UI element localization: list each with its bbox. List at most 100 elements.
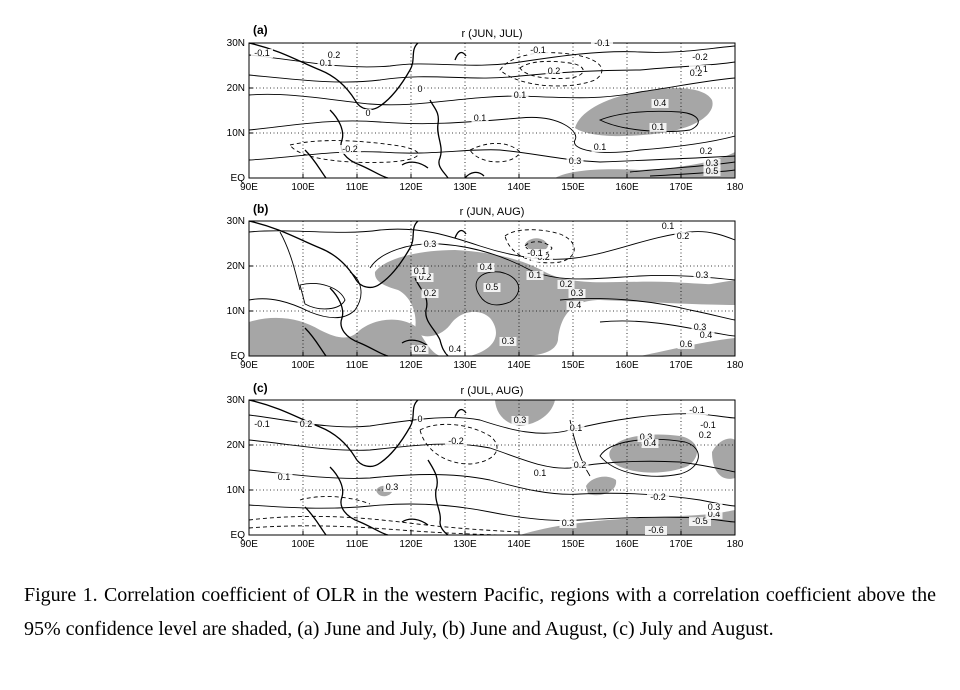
contour-label: 0.4 [654, 98, 667, 108]
contour-label: 0.3 [569, 156, 582, 166]
contour-labels: 0.30.20.40.50.10.2-0.2-0.10.20.10.30.40.… [411, 221, 715, 354]
contour-label-bg [687, 69, 705, 78]
y-tick-label: 30N [227, 395, 245, 406]
contour-label: -0.6 [648, 525, 664, 535]
x-tick-label: 140E [507, 182, 531, 193]
contour-label: -0.1 [594, 38, 610, 48]
contour-label: 0.4 [708, 509, 721, 519]
contour-label: 0.3 [424, 239, 437, 249]
contour-label: 0.2 [700, 146, 713, 156]
plot-frame [248, 220, 736, 357]
panel-b: 90E 100E 110E 120E 130E 140E 150E 160E 170E 180 E… [227, 202, 744, 371]
contour-label-bg [421, 289, 439, 298]
significance-shading [376, 400, 735, 535]
contour-label: 0.4 [644, 438, 657, 448]
contour-label: 0.2 [414, 344, 427, 354]
x-tick-label: 180 [727, 539, 744, 550]
x-tick-label: 130E [453, 360, 477, 371]
contour-label: 0.1 [570, 423, 583, 433]
shaded-region [555, 152, 735, 178]
x-tick-label: 160E [615, 539, 639, 550]
contour-label: 0.1 [474, 113, 487, 123]
contour-label-bg [364, 109, 372, 118]
contour-label: 0.5 [706, 166, 719, 176]
contour-label-bg [524, 249, 546, 258]
contour-label-bg [483, 283, 501, 292]
contour-label: 0.3 [502, 336, 515, 346]
panel-label: (b) [253, 202, 268, 216]
contour-label-bg [651, 99, 669, 108]
x-tick-label: 170E [669, 539, 693, 550]
contour-label: 0.4 [449, 344, 462, 354]
contour-label: 0.2 [424, 288, 437, 298]
contour-label-bg [637, 433, 655, 442]
contour-label-bg [545, 67, 563, 76]
y-tick-label: 30N [227, 216, 245, 227]
shaded-region [495, 400, 555, 426]
contour-label-bg [339, 145, 361, 154]
contour-label-bg [689, 517, 711, 526]
plot-frame [248, 399, 736, 536]
coastline [248, 399, 467, 536]
contour-label: -0.5 [692, 516, 708, 526]
contour-label: 0.3 [706, 158, 719, 168]
contour-label: 0.4 [700, 330, 713, 340]
contour-labels: -0.1 0.20.1-0.20.300.10.20.3-0.1-0.10.30.… [251, 405, 723, 535]
contour-label-bg [649, 123, 667, 132]
y-tick-label: 20N [227, 83, 245, 94]
panel-title: r (JUN, JUL) [461, 28, 522, 40]
contour-label-bg [571, 461, 589, 470]
contour-lines [249, 45, 735, 177]
x-tick-label: 120E [399, 360, 423, 371]
contour-label: -0.2 [650, 492, 666, 502]
contour-label: 0.1 [514, 90, 527, 100]
contour-label-bg [411, 267, 429, 276]
panel-label: (c) [253, 381, 268, 395]
contour-label-bg [416, 273, 434, 282]
x-tick-label: 110E [346, 539, 369, 550]
y-tick-label: 20N [227, 440, 245, 451]
panel-label: (a) [253, 23, 268, 37]
contour-label-bg [499, 337, 517, 346]
x-tick-label: 140E [507, 539, 531, 550]
shaded-region [249, 317, 440, 356]
contour-label-bg [705, 503, 723, 512]
contour-label: 0.3 [694, 322, 707, 332]
contour-label: 0.2 [548, 66, 561, 76]
contour-label-bg [591, 143, 609, 152]
contour-label-bg [446, 345, 464, 354]
contour-label-bg [645, 526, 667, 535]
contour-label-bg [559, 519, 577, 528]
contour-label: 0.1 [529, 270, 542, 280]
contour-labels: -0.10.10.2-0.20-0.10.20.1-0.1-0.2-0.10.2… [251, 38, 721, 176]
contour-label-bg [691, 323, 709, 332]
contour-label: -0.1 [527, 248, 543, 258]
contour-label: 0.3 [708, 502, 721, 512]
contour-label-bg [703, 159, 721, 168]
x-tick-label: 140E [507, 360, 531, 371]
contour-label: -0.2 [342, 144, 358, 154]
panel-c: 90E 100E 110E 120E 130E 140E 150E 160E 170E 180 E… [227, 381, 744, 550]
contour-label-bg [591, 39, 613, 48]
contour-label-bg [445, 437, 467, 446]
contour-label-bg [689, 53, 711, 62]
y-tick-label: 10N [227, 485, 245, 496]
x-tick-label: 170E [669, 360, 693, 371]
contour-label-bg [703, 167, 721, 176]
contour-label: -0.1 [530, 45, 546, 55]
contour-label-bg [383, 483, 401, 492]
contour-label: 0.1 [662, 221, 675, 231]
contour-label: 0.2 [677, 231, 690, 241]
negative-contours [249, 423, 521, 535]
x-tick-label: 150E [561, 360, 585, 371]
contour-label: 0.2 [328, 50, 341, 60]
contour-label: -0.1 [254, 419, 270, 429]
contour-label-bg [416, 415, 424, 424]
contour-label-bg [697, 421, 719, 430]
y-tick-label: EQ [231, 173, 246, 184]
contour-label-bg [531, 469, 549, 478]
contour-label: 0.1 [534, 468, 547, 478]
contour-label: 0.2 [690, 68, 703, 78]
y-axis: EQ 10N 20N 30N [227, 395, 253, 541]
contour-label-bg [511, 91, 529, 100]
